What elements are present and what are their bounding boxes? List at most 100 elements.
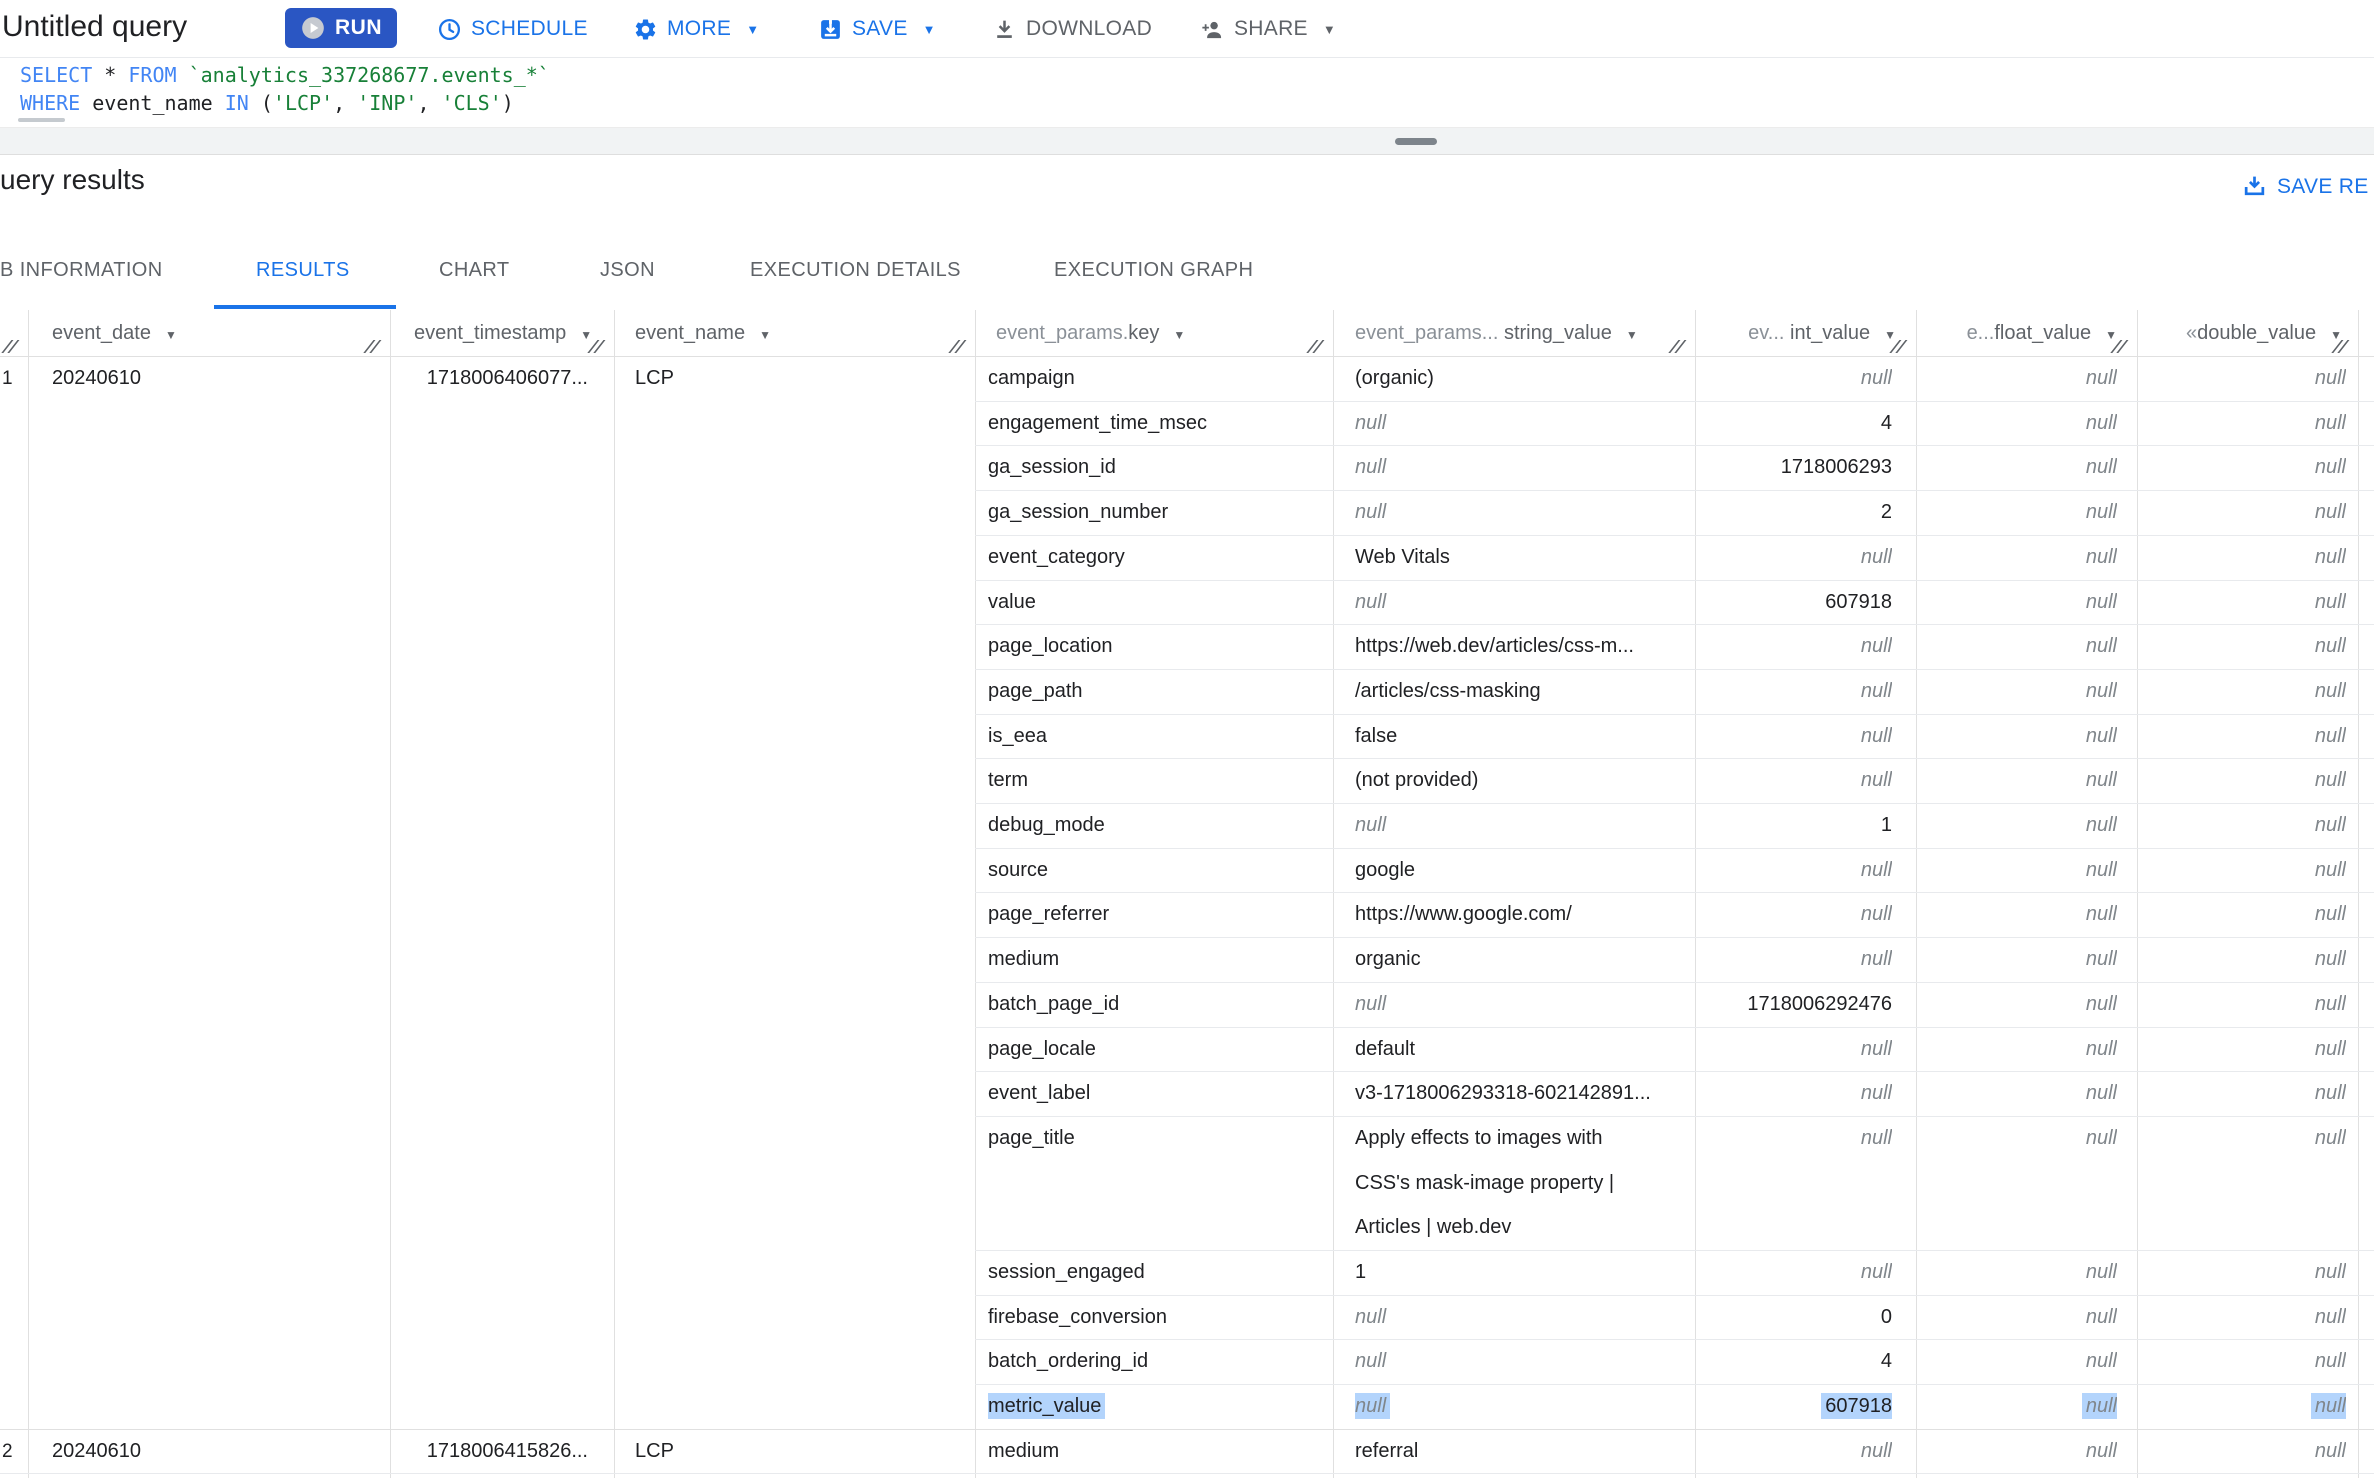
cell-string-value[interactable]: null bbox=[1355, 982, 1689, 1027]
cell-int-value[interactable]: 607918 bbox=[1695, 1384, 1892, 1429]
cell-int-value[interactable]: null bbox=[1695, 1116, 1892, 1250]
cell-string-value[interactable]: default bbox=[1355, 1027, 1689, 1072]
cell-float-value[interactable]: null bbox=[1916, 1384, 2117, 1429]
cell-string-value[interactable]: Apply effects to images with CSS's mask-i… bbox=[1355, 1116, 1689, 1250]
cell-float-value[interactable]: null bbox=[1916, 1250, 2117, 1295]
cell-float-value[interactable]: null bbox=[1916, 624, 2117, 669]
cell-param-key[interactable]: page_title bbox=[988, 1116, 1327, 1250]
cell-string-value[interactable]: false bbox=[1355, 714, 1689, 759]
cell-double-value[interactable]: null bbox=[2137, 758, 2346, 803]
cell-string-value[interactable]: https://web.dev/articles/css-m... bbox=[1355, 624, 1689, 669]
cell-param-key[interactable]: campaign bbox=[988, 356, 1327, 401]
column-menu-caret-icon[interactable]: ▼ bbox=[1625, 328, 1638, 342]
cell-float-value[interactable]: null bbox=[1916, 669, 2117, 714]
tab-b-information[interactable]: B INFORMATION bbox=[0, 259, 163, 281]
cell-param-key[interactable]: batch_page_id bbox=[988, 982, 1327, 1027]
splitter-grip-handle[interactable] bbox=[1395, 138, 1437, 145]
cell-double-value[interactable]: null bbox=[2137, 401, 2346, 446]
cell-event-name[interactable]: LCP bbox=[635, 1440, 969, 1463]
panel-splitter[interactable] bbox=[0, 127, 2374, 155]
cell-int-value[interactable]: null bbox=[1695, 892, 1892, 937]
column-header-key[interactable]: event_params.key ▼ bbox=[975, 310, 1333, 356]
cell-float-value[interactable]: null bbox=[1916, 803, 2117, 848]
cell-int-value[interactable]: 4 bbox=[1695, 1339, 1892, 1384]
cell-string-value[interactable]: null bbox=[1355, 1339, 1689, 1384]
cell-param-key[interactable]: page_path bbox=[988, 669, 1327, 714]
cell-param-key[interactable]: engagement_time_msec bbox=[988, 401, 1327, 446]
cell-float-value[interactable]: null bbox=[1916, 445, 2117, 490]
tab-execution-graph[interactable]: EXECUTION GRAPH bbox=[1054, 259, 1254, 281]
cell-string-value[interactable]: 1 bbox=[1355, 1250, 1689, 1295]
cell-param-key[interactable]: value bbox=[988, 580, 1327, 625]
cell-int-value[interactable]: 1 bbox=[1695, 803, 1892, 848]
tab-results[interactable]: RESULTS bbox=[256, 259, 350, 281]
cell-string-value[interactable]: (organic) bbox=[1355, 356, 1689, 401]
cell-string-value[interactable]: null bbox=[1355, 490, 1689, 535]
cell-double-value[interactable]: null bbox=[2137, 714, 2346, 759]
cell-float-value[interactable]: null bbox=[1916, 937, 2117, 982]
cell-double-value[interactable]: null bbox=[2137, 1250, 2346, 1295]
cell-string-value[interactable]: null bbox=[1355, 580, 1689, 625]
cell-double-value[interactable]: null bbox=[2137, 803, 2346, 848]
cell-string-value[interactable]: /articles/css-masking bbox=[1355, 669, 1689, 714]
download-button[interactable]: DOWNLOAD bbox=[992, 14, 1152, 44]
cell-float-value[interactable]: null bbox=[1916, 758, 2117, 803]
cell-double-value[interactable]: null bbox=[2137, 1339, 2346, 1384]
cell-int-value[interactable]: null bbox=[1695, 1250, 1892, 1295]
cell-int-value[interactable]: null bbox=[1695, 1071, 1892, 1116]
cell-float-value[interactable]: null bbox=[1916, 982, 2117, 1027]
cell-float-value[interactable]: null bbox=[1916, 580, 2117, 625]
cell-string-value[interactable]: https://www.google.com/ bbox=[1355, 892, 1689, 937]
cell-string-value[interactable]: null bbox=[1355, 445, 1689, 490]
column-menu-caret-icon[interactable]: ▼ bbox=[1884, 328, 1896, 342]
cell-int-value[interactable]: 1718006292476 bbox=[1695, 982, 1892, 1027]
cell-double-value[interactable]: null bbox=[2137, 982, 2346, 1027]
cell-int-value[interactable]: null bbox=[1695, 535, 1892, 580]
cell-param-key[interactable]: event_label bbox=[988, 1071, 1327, 1116]
cell-param-key[interactable]: term bbox=[988, 758, 1327, 803]
cell-string-value[interactable]: null bbox=[1355, 803, 1689, 848]
cell-param-key[interactable]: source bbox=[988, 848, 1327, 893]
cell-event-date[interactable]: 20240610 bbox=[52, 367, 384, 390]
tab-execution-details[interactable]: EXECUTION DETAILS bbox=[750, 259, 961, 281]
cell-double-value[interactable]: null bbox=[2137, 1027, 2346, 1072]
column-menu-caret-icon[interactable]: ▼ bbox=[164, 328, 177, 342]
schedule-button[interactable]: SCHEDULE bbox=[437, 14, 588, 44]
cell-double-value[interactable]: null bbox=[2137, 624, 2346, 669]
cell-float-value[interactable]: null bbox=[1916, 490, 2117, 535]
cell-int-value[interactable]: 607918 bbox=[1695, 580, 1892, 625]
save-results-button[interactable]: SAVE RE bbox=[2242, 174, 2369, 199]
cell-param-key[interactable]: is_eea bbox=[988, 714, 1327, 759]
cell-param-key[interactable]: ga_session_id bbox=[988, 445, 1327, 490]
cell-float-value[interactable]: null bbox=[1916, 1116, 2117, 1250]
column-header-int_value[interactable]: ev... int_value ▼ bbox=[1695, 310, 1916, 356]
column-menu-caret-icon[interactable]: ▼ bbox=[759, 328, 771, 342]
cell-int-value[interactable]: null bbox=[1695, 714, 1892, 759]
cell-double-value[interactable]: null bbox=[2137, 1295, 2346, 1340]
cell-int-value[interactable]: null bbox=[1695, 1027, 1892, 1072]
cell-param-key[interactable]: debug_mode bbox=[988, 803, 1327, 848]
cell-float-value[interactable]: null bbox=[1916, 535, 2117, 580]
cell-float-value[interactable]: null bbox=[1916, 1027, 2117, 1072]
cell-double-value[interactable]: null bbox=[2137, 1384, 2346, 1429]
sql-editor[interactable]: SELECT * FROM `analytics_337268677.event… bbox=[0, 58, 2374, 127]
cell-string-value[interactable]: null bbox=[1355, 401, 1689, 446]
column-header-string_value[interactable]: event_params... string_value ▼ bbox=[1333, 310, 1695, 356]
cell-param-key[interactable]: firebase_conversion bbox=[988, 1295, 1327, 1340]
cell-int-value[interactable]: null bbox=[1695, 937, 1892, 982]
cell-int-value[interactable]: 1718006293 bbox=[1695, 445, 1892, 490]
cell-event-date[interactable]: 20240610 bbox=[52, 1440, 384, 1463]
cell-param-key[interactable]: ga_session_number bbox=[988, 490, 1327, 535]
cell-float-value[interactable]: null bbox=[1916, 1429, 2117, 1474]
share-button[interactable]: SHARE ▼ bbox=[1198, 14, 1336, 44]
cell-double-value[interactable]: null bbox=[2137, 669, 2346, 714]
column-menu-caret-icon[interactable]: ▼ bbox=[2105, 328, 2117, 342]
cell-int-value[interactable]: 2 bbox=[1695, 490, 1892, 535]
cell-float-value[interactable]: null bbox=[1916, 892, 2117, 937]
cell-float-value[interactable]: null bbox=[1916, 1295, 2117, 1340]
cell-string-value[interactable]: null bbox=[1355, 1295, 1689, 1340]
column-header-event_name[interactable]: event_name ▼ bbox=[614, 310, 975, 356]
cell-string-value[interactable]: (not provided) bbox=[1355, 758, 1689, 803]
cell-double-value[interactable]: null bbox=[2137, 1429, 2346, 1474]
cell-double-value[interactable]: null bbox=[2137, 1071, 2346, 1116]
